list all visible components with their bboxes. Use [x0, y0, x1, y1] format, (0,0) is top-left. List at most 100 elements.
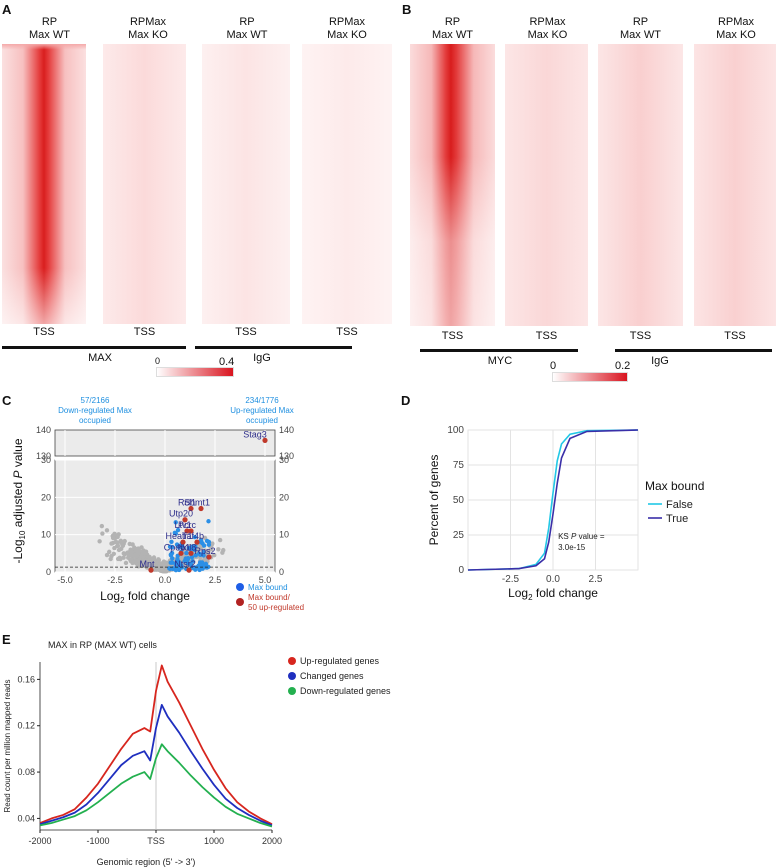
legend-label: Down-regulated genes — [300, 686, 391, 696]
legend-marker — [288, 657, 296, 665]
panel-a-scale-min: 0 — [155, 356, 161, 366]
y-tick-label: 0 — [46, 567, 51, 577]
volcano-point — [132, 546, 138, 551]
legend-title: Max bound — [645, 479, 704, 493]
volcano-point-max-bound — [206, 539, 212, 545]
volcano-point-max-bound — [198, 563, 203, 568]
x-axis-label: Genomic region (5' -> 3') — [97, 857, 196, 867]
volcano-point — [116, 547, 122, 553]
x-tick-label: 2.5 — [209, 575, 222, 585]
y-tick-label: 20 — [41, 492, 51, 502]
volcano-point — [135, 562, 141, 568]
volcano-point — [129, 558, 134, 563]
panel-d-label: D — [401, 393, 411, 408]
volcano-point — [99, 523, 105, 529]
legend-up-regulated-marker — [236, 598, 244, 606]
volcano-point — [212, 552, 217, 558]
volcano-point — [111, 551, 117, 556]
panel-b-heatmap-igg-wt — [598, 44, 683, 326]
y-tick-label-right: 140 — [279, 425, 294, 435]
volcano-point — [123, 560, 129, 566]
gene-label: Taf4b — [182, 531, 204, 541]
panel-c-down-annotation: 57/2166 Down-regulated Max occupied — [58, 396, 132, 425]
x-tick-label: TSS — [147, 836, 165, 846]
volcano-point-max-bound — [206, 519, 211, 524]
panel-b-myc-bar — [420, 349, 578, 352]
labeled-gene-point — [182, 517, 188, 523]
x-tick-label: -5.0 — [57, 575, 73, 585]
volcano-point — [115, 543, 121, 549]
legend-up-regulated-label-2: 50 up-regulated — [248, 603, 304, 612]
volcano-point-max-bound — [169, 539, 174, 544]
volcano-point-max-bound — [192, 534, 198, 540]
x-tick-label: -1000 — [86, 836, 109, 846]
gene-label: Rcl1 — [178, 498, 196, 508]
y-axis-label: Read count per million mapped reads — [3, 680, 12, 813]
profile-line — [39, 703, 273, 827]
legend-up-regulated-label: Max bound/ — [248, 593, 291, 602]
volcano-point-max-bound — [173, 520, 178, 525]
panel-a-tss-4: TSS — [336, 326, 358, 338]
x-tick-label: -2.5 — [502, 574, 520, 585]
panel-b-igg-label: IgG — [651, 355, 669, 367]
panel-e-label: E — [2, 632, 11, 647]
labeled-gene-point — [194, 539, 200, 545]
volcano-point-max-bound — [196, 551, 202, 556]
panel-c-up-annotation: 234/1776 Up-regulated Max occupied — [230, 396, 294, 425]
gene-label: Mnt — [139, 559, 155, 569]
x-axis-label: Log2 fold change — [100, 589, 190, 605]
x-tick-label: -2.5 — [107, 575, 123, 585]
panel-b-col1-header: RP Max WT — [432, 16, 473, 41]
volcano-point — [121, 555, 126, 560]
x-tick-label: 0.0 — [159, 575, 172, 585]
volcano-point-max-bound — [172, 530, 178, 536]
panel-a-tss-1: TSS — [33, 326, 55, 338]
gene-label: Rps2 — [194, 546, 215, 556]
y-tick-label: 100 — [447, 425, 464, 436]
panel-b-igg-bar — [615, 349, 772, 352]
panel-b-col3-header: RP Max WT — [620, 16, 661, 41]
y-tick-label: 0.12 — [17, 721, 35, 731]
y-tick-label-right: 10 — [279, 530, 289, 540]
profile-line — [39, 743, 273, 828]
volcano-point — [122, 538, 127, 544]
volcano-point-max-bound — [203, 561, 209, 567]
volcano-point — [161, 559, 167, 564]
volcano-point-max-bound — [185, 560, 191, 566]
gene-label: Cpeb1 — [164, 542, 191, 552]
legend-label: Changed genes — [300, 671, 364, 681]
legend-max-bound-marker — [236, 583, 244, 591]
volcano-point-max-bound — [170, 544, 175, 550]
volcano-point — [216, 547, 221, 552]
volcano-point-max-bound — [175, 527, 181, 533]
legend-max-bound-label: Max bound — [248, 583, 288, 592]
panel-b-label: B — [402, 2, 412, 17]
profile-title: MAX in RP (MAX WT) cells — [48, 640, 157, 650]
panel-a-col4-header: RPMax Max KO — [327, 16, 367, 41]
labeled-gene-point — [180, 539, 186, 545]
volcano-point — [156, 557, 162, 563]
panel-b-heatmap-myc-ko — [505, 44, 588, 326]
panel-a-igg-bar — [195, 346, 352, 349]
y-tick-label: 130 — [36, 451, 51, 461]
gene-label: Utp20 — [169, 509, 193, 519]
panel-a-color-scale — [156, 367, 234, 377]
legend-marker — [288, 687, 296, 695]
volcano-point-max-bound — [168, 553, 174, 558]
y-tick-label: 0.16 — [17, 674, 35, 684]
panel-b-color-scale — [552, 372, 628, 382]
volcano-point — [151, 555, 157, 560]
panel-b-myc-label: MYC — [487, 355, 513, 367]
legend-false-label: False — [666, 499, 693, 511]
y-tick-label: 0.08 — [17, 767, 35, 777]
panel-a-col3-header: RP Max WT — [226, 16, 268, 41]
volcano-point-max-bound — [193, 567, 198, 572]
y-tick-label-right: 30 — [279, 455, 289, 465]
y-tick-label: 0.04 — [17, 813, 35, 823]
gene-label: Stag3 — [243, 429, 267, 439]
panel-a-tss-3: TSS — [235, 326, 257, 338]
panel-b-heatmap-myc-wt — [410, 44, 495, 326]
panel-e-profile-plot: MAX in RP (MAX WT) cells 0.04 0.08 0.12 0.16… — [3, 640, 391, 867]
gene-label: Nol8 — [178, 542, 197, 552]
panel-b-scale-max: 0.2 — [615, 360, 631, 372]
